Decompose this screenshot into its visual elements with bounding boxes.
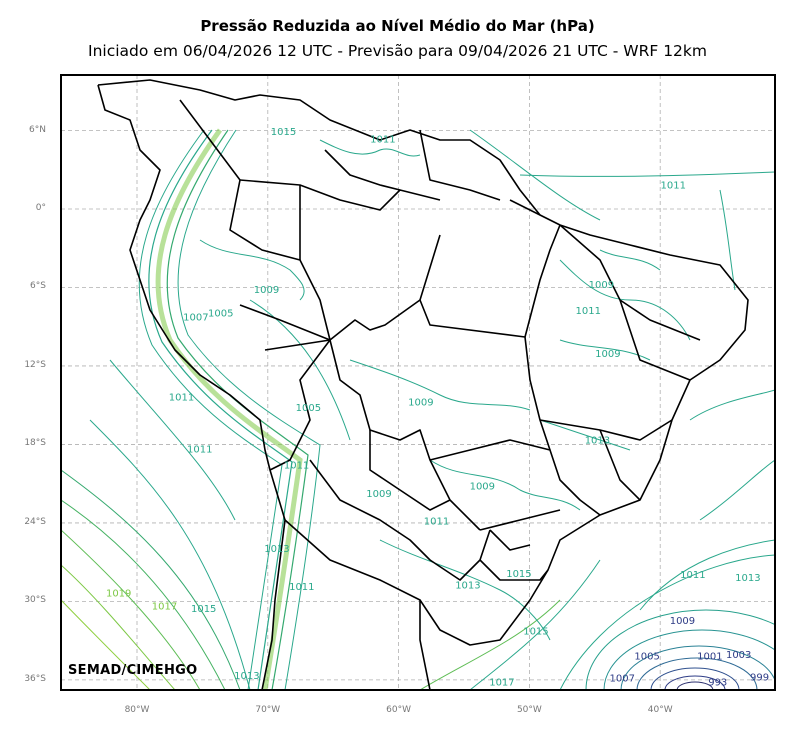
lon-tick-label: 40°W — [647, 705, 673, 715]
isobar-label: 1005 — [634, 651, 659, 662]
isobar-label: 993 — [708, 677, 727, 688]
lat-tick-label: 24°S — [24, 516, 46, 527]
isobar-label: 1017 — [489, 677, 514, 688]
map-subtitle: Iniciado em 06/04/2026 12 UTC - Previsão… — [88, 42, 707, 60]
isobar-label: 1013 — [585, 436, 610, 447]
isobar-label: 1013 — [455, 581, 480, 592]
lat-tick-label: 36°S — [24, 673, 46, 684]
isobar-label: 1015 — [506, 569, 531, 580]
isobar-label: 1013 — [234, 671, 259, 682]
brand-label: SEMAD/CIMEHGO — [68, 663, 198, 678]
map-title: Pressão Reduzida ao Nível Médio do Mar (… — [200, 17, 595, 35]
lat-tick-label: 12°S — [24, 359, 46, 370]
lon-tick-label: 80°W — [124, 705, 150, 715]
isobar-label: 1011 — [284, 460, 309, 471]
isobar-label: 1011 — [169, 392, 194, 403]
isobar-label: 1011 — [187, 445, 212, 456]
isobar-label: 1003 — [726, 650, 751, 661]
isobar-label: 1011 — [661, 180, 686, 191]
isobar-label: 1011 — [680, 570, 705, 581]
isobar-label: 1007 — [610, 674, 635, 685]
isobar-label: 1009 — [595, 349, 620, 360]
lon-tick-label: 50°W — [516, 705, 542, 715]
isobar-label: 1017 — [152, 602, 177, 613]
isobar-label: 1007 — [183, 313, 208, 324]
isobar-label: 1019 — [106, 589, 131, 600]
isobar-label: 1009 — [589, 280, 614, 291]
isobars — [61, 128, 775, 690]
isobar-label: 1009 — [670, 616, 695, 627]
isobar-label: 1015 — [523, 626, 548, 637]
lon-tick-label: 70°W — [255, 705, 281, 715]
country-borders — [97, 79, 749, 690]
graticule — [61, 75, 775, 690]
isobar-label: 1011 — [370, 135, 395, 146]
isobar-label: 1013 — [735, 573, 760, 584]
isobar-label: 999 — [750, 672, 769, 683]
isobar-label: 1005 — [208, 309, 233, 320]
isobar-label: 1013 — [264, 544, 289, 555]
lat-tick-label: 30°S — [24, 595, 46, 606]
isobar-label: 1015 — [191, 604, 216, 615]
lat-tick-label: 6°S — [30, 281, 46, 292]
isobar-label: 1009 — [470, 481, 495, 492]
isobar-label: 1011 — [289, 582, 314, 593]
lon-tick-label: 60°W — [386, 705, 412, 715]
isobar-label: 1015 — [271, 127, 296, 138]
lat-tick-label: 18°S — [24, 438, 46, 449]
isobar-label: 1009 — [254, 285, 279, 296]
isobar-label: 1001 — [697, 651, 722, 662]
isobar-label: 1011 — [424, 517, 449, 528]
isobar-label: 1009 — [366, 489, 391, 500]
map-frame — [60, 74, 776, 691]
isobar-label: 1011 — [576, 306, 601, 317]
lat-tick-label: 6°N — [29, 124, 46, 135]
isobar-label: 1005 — [296, 403, 321, 414]
isobar-label: 1009 — [408, 398, 433, 409]
lat-tick-label: 0° — [35, 203, 46, 213]
